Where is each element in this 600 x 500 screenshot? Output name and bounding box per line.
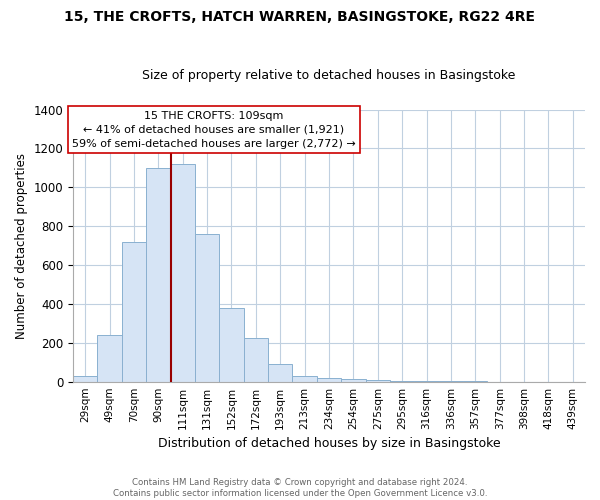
Text: Contains HM Land Registry data © Crown copyright and database right 2024.
Contai: Contains HM Land Registry data © Crown c… — [113, 478, 487, 498]
Bar — [122, 242, 146, 382]
Bar — [317, 378, 341, 382]
Bar — [146, 168, 170, 382]
Bar — [220, 308, 244, 382]
Bar — [292, 376, 317, 382]
Title: Size of property relative to detached houses in Basingstoke: Size of property relative to detached ho… — [142, 69, 516, 82]
Text: 15, THE CROFTS, HATCH WARREN, BASINGSTOKE, RG22 4RE: 15, THE CROFTS, HATCH WARREN, BASINGSTOK… — [65, 10, 536, 24]
Bar — [365, 380, 390, 382]
Bar — [195, 234, 220, 382]
X-axis label: Distribution of detached houses by size in Basingstoke: Distribution of detached houses by size … — [158, 437, 500, 450]
Bar — [170, 164, 195, 382]
Bar — [268, 364, 292, 382]
Bar — [415, 381, 439, 382]
Bar — [390, 380, 415, 382]
Bar — [244, 338, 268, 382]
Bar — [97, 335, 122, 382]
Bar — [341, 379, 365, 382]
Bar — [73, 376, 97, 382]
Text: 15 THE CROFTS: 109sqm
← 41% of detached houses are smaller (1,921)
59% of semi-d: 15 THE CROFTS: 109sqm ← 41% of detached … — [72, 111, 356, 149]
Y-axis label: Number of detached properties: Number of detached properties — [15, 152, 28, 338]
